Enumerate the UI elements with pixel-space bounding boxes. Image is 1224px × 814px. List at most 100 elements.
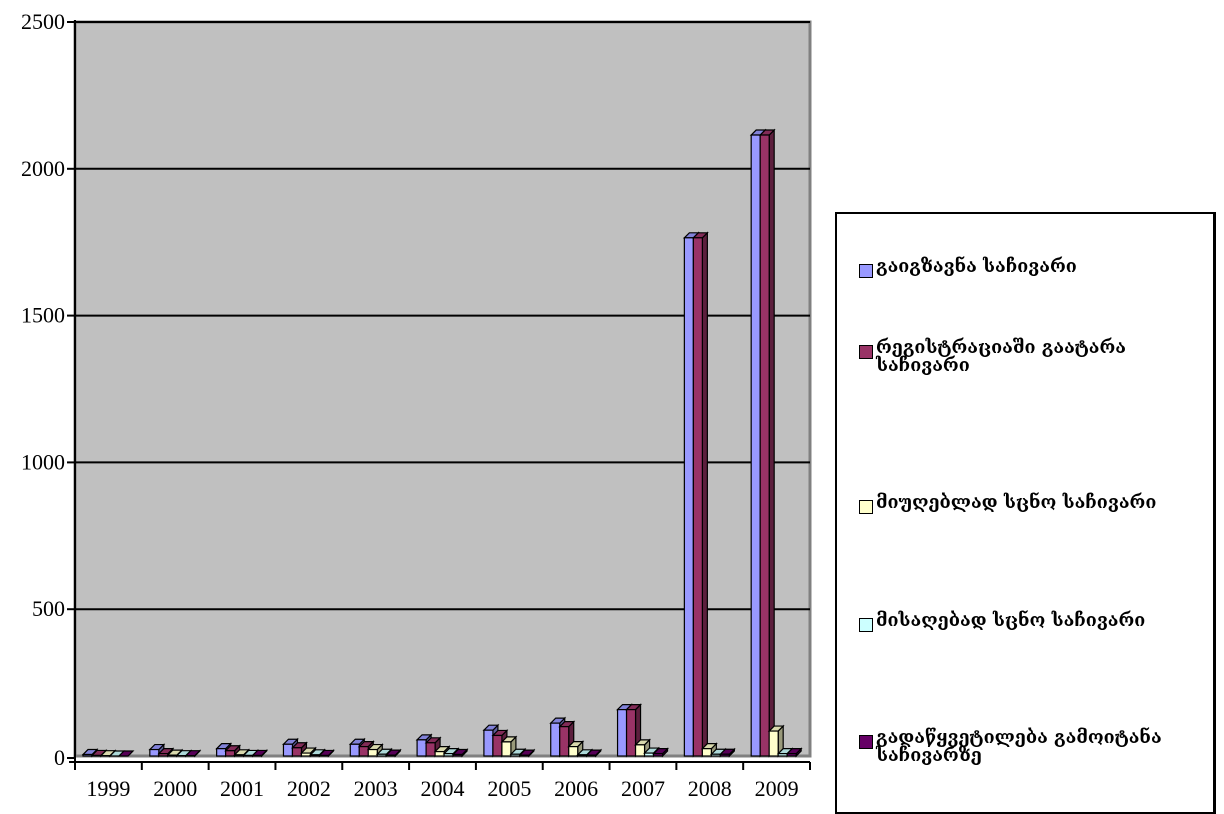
x-tick-label: 2001 — [220, 776, 264, 801]
x-tick-label: 2000 — [153, 776, 197, 801]
y-tick-label: 0 — [54, 745, 65, 770]
legend-item: მიუღებლად სცნო საჩივარი — [859, 494, 1196, 514]
x-tick-label: 2003 — [354, 776, 398, 801]
x-tick-label: 2005 — [487, 776, 531, 801]
bar — [691, 231, 709, 758]
bar-side — [701, 231, 708, 758]
y-tick-label: 1500 — [21, 303, 65, 328]
y-tick-label: 2500 — [21, 9, 65, 34]
legend-label: გადაწყვეტილება გამოიტანა საჩივარზე — [876, 727, 1162, 766]
y-tick-label: 2000 — [21, 156, 65, 181]
bar — [251, 748, 269, 758]
bar-front — [501, 741, 512, 757]
bar-front — [358, 746, 369, 757]
bar-front — [652, 753, 664, 757]
legend-swatch — [859, 618, 873, 632]
bar-front — [568, 746, 579, 757]
bar-front — [710, 753, 721, 757]
bar-front — [434, 750, 445, 757]
legend-label: მისაღებად სცნო საჩივარი — [876, 610, 1146, 631]
x-tick-label: 2002 — [287, 776, 331, 801]
x-tick-label: 2004 — [421, 776, 465, 801]
bar-front — [318, 754, 330, 757]
x-tick-label: 1999 — [86, 776, 130, 801]
bar-front — [149, 748, 160, 757]
bar-front — [643, 752, 655, 757]
bar-front — [309, 754, 321, 757]
bar — [117, 750, 135, 757]
bar-top — [117, 750, 135, 757]
legend-item: გადაწყვეტილება გამოიტანა საჩივარზე — [859, 729, 1196, 765]
y-tick-label: 1000 — [21, 449, 65, 474]
bar — [785, 747, 803, 758]
x-tick-labels: 1999 2000 2001 2002 2003 2004 2005 2006 2007 2008… — [74, 762, 811, 801]
bar-front — [634, 744, 646, 757]
legend-item: მისაღებად სცნო საჩივარი — [859, 612, 1196, 632]
bar-front — [416, 739, 427, 757]
x-tick-label: 2007 — [621, 776, 665, 801]
legend-label: მიუღებლად სცნო საჩივარი — [876, 492, 1157, 513]
bar-front — [586, 754, 597, 757]
bar-front — [768, 730, 779, 757]
y-tick-labels: 0 500 1000 1500 2000 2500 — [21, 9, 75, 770]
bar-front — [577, 754, 588, 757]
bar — [184, 749, 202, 758]
bar-front — [550, 722, 561, 757]
bars — [81, 128, 803, 758]
bar-front — [759, 134, 770, 757]
legend-swatch — [859, 264, 873, 278]
y-tick-label: 500 — [32, 596, 65, 621]
legend-item: გაიგზავნა საჩივარი — [859, 258, 1196, 278]
bar-front — [282, 743, 294, 757]
bar — [518, 748, 536, 758]
bar — [567, 740, 585, 758]
bar-front — [625, 709, 637, 757]
legend-swatch — [859, 735, 873, 749]
bar-front — [692, 237, 703, 757]
bar-front — [234, 754, 245, 757]
bar — [585, 748, 603, 758]
bar-front — [225, 750, 236, 757]
bar-side — [768, 128, 775, 758]
bar-front — [483, 729, 494, 757]
bar-front — [701, 748, 712, 757]
bar-front — [300, 752, 312, 757]
bar-front — [750, 134, 761, 757]
bar-front — [349, 743, 360, 757]
axes — [69, 20, 810, 763]
bar-front — [519, 754, 530, 757]
legend-swatch — [859, 345, 873, 359]
bar-front — [376, 753, 387, 757]
legend-item: რეგისტრაციაში გაატარა საჩივარი — [859, 339, 1196, 375]
x-tick-label: 2006 — [554, 776, 598, 801]
legend-label: გაიგზავნა საჩივარი — [876, 256, 1077, 277]
bar — [451, 748, 469, 758]
bar-front — [510, 753, 521, 757]
bar-front — [786, 753, 797, 757]
bar-front — [385, 754, 396, 757]
legend-swatch — [859, 500, 873, 514]
bar-front — [167, 754, 178, 757]
bar-front — [683, 237, 694, 757]
bar-front — [252, 754, 263, 757]
bar-front — [216, 748, 227, 757]
bar-front — [492, 734, 503, 757]
bar — [652, 747, 669, 758]
x-tick-label: 2009 — [755, 776, 799, 801]
bar-front — [291, 747, 303, 757]
bar — [384, 748, 402, 758]
bar — [318, 748, 335, 758]
bar-front — [243, 754, 254, 757]
bar-front — [443, 753, 454, 757]
bar-front — [559, 726, 570, 757]
bar — [718, 747, 736, 758]
bar-front — [82, 753, 93, 757]
bar-front — [452, 753, 463, 757]
bar — [758, 128, 776, 758]
bar-front — [367, 748, 378, 757]
legend-label: რეგისტრაციაში გაატარა საჩივარი — [876, 337, 1126, 376]
x-tick-label: 2008 — [688, 776, 732, 801]
bar-front — [777, 753, 788, 757]
bar-front — [616, 709, 628, 757]
